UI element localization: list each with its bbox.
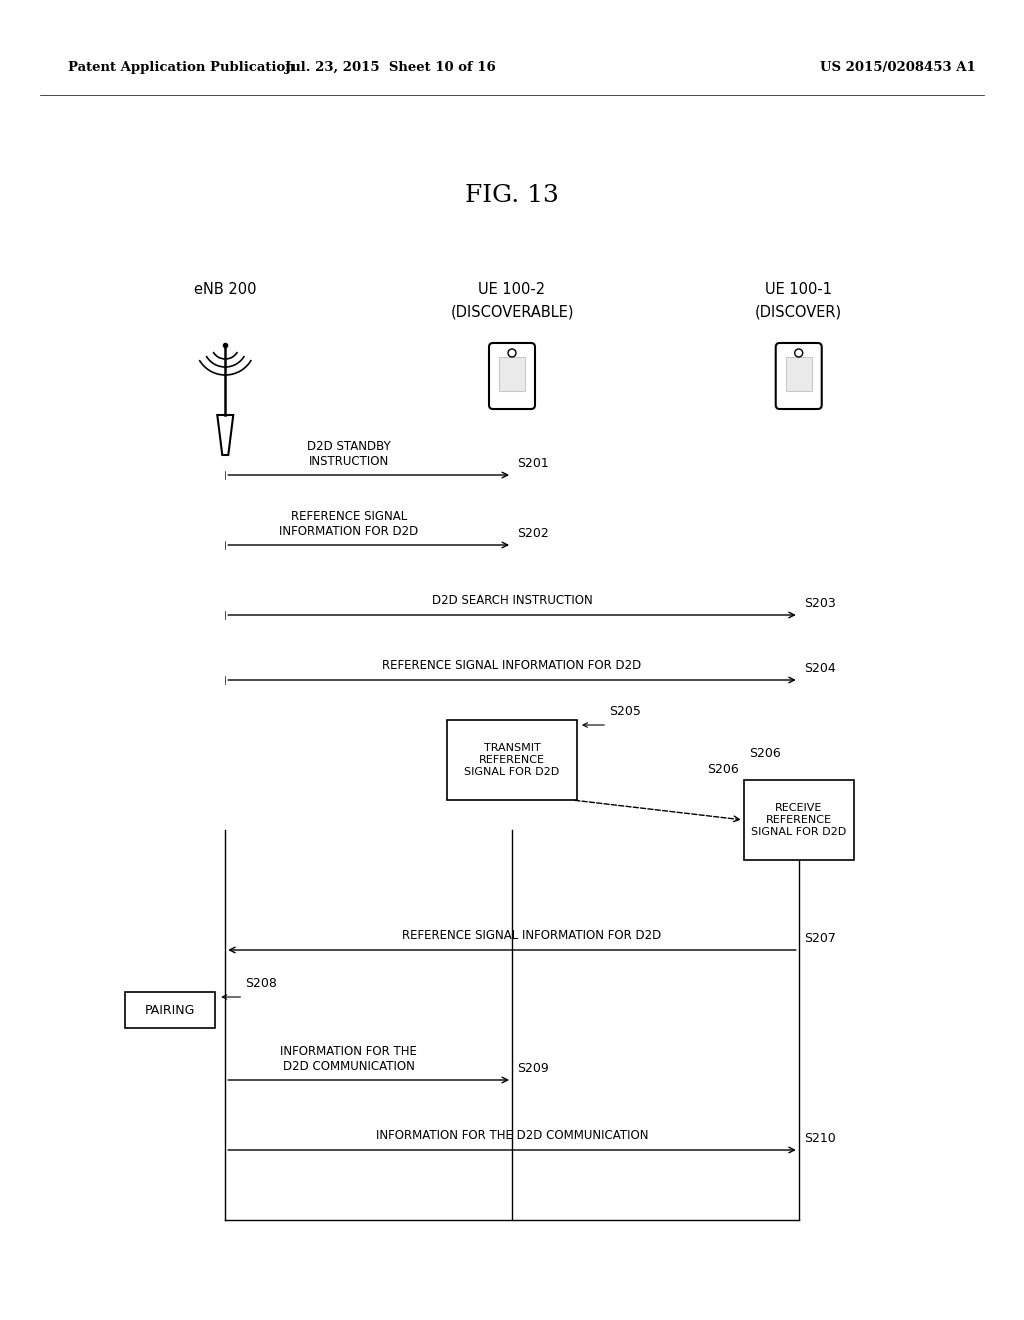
Text: D2D COMMUNICATION: D2D COMMUNICATION <box>283 1060 415 1073</box>
Text: S203: S203 <box>804 597 836 610</box>
Text: S206: S206 <box>707 763 738 776</box>
Bar <box>499 356 525 391</box>
Bar <box>743 780 854 861</box>
Text: S204: S204 <box>804 663 836 675</box>
Text: UE 100-2: UE 100-2 <box>478 282 546 297</box>
Text: INFORMATION FOR THE D2D COMMUNICATION: INFORMATION FOR THE D2D COMMUNICATION <box>376 1129 648 1142</box>
Text: UE 100-1: UE 100-1 <box>765 282 833 297</box>
Text: REFERENCE SIGNAL INFORMATION FOR D2D: REFERENCE SIGNAL INFORMATION FOR D2D <box>402 929 662 942</box>
Text: S209: S209 <box>517 1063 549 1074</box>
Text: US 2015/0208453 A1: US 2015/0208453 A1 <box>820 62 976 74</box>
Text: INSTRUCTION: INSTRUCTION <box>308 455 389 469</box>
Text: RECEIVE
REFERENCE
SIGNAL FOR D2D: RECEIVE REFERENCE SIGNAL FOR D2D <box>751 804 847 837</box>
Text: S205: S205 <box>609 705 641 718</box>
Text: REFERENCE SIGNAL: REFERENCE SIGNAL <box>291 510 407 523</box>
Text: INFORMATION FOR THE: INFORMATION FOR THE <box>281 1045 417 1059</box>
Text: INFORMATION FOR D2D: INFORMATION FOR D2D <box>279 525 418 539</box>
Text: D2D SEARCH INSTRUCTION: D2D SEARCH INSTRUCTION <box>432 594 592 607</box>
Bar <box>785 356 812 391</box>
FancyBboxPatch shape <box>489 343 535 409</box>
Text: Patent Application Publication: Patent Application Publication <box>68 62 295 74</box>
Text: S210: S210 <box>804 1133 836 1144</box>
Text: S202: S202 <box>517 527 549 540</box>
Text: S207: S207 <box>804 932 836 945</box>
Text: Jul. 23, 2015  Sheet 10 of 16: Jul. 23, 2015 Sheet 10 of 16 <box>285 62 496 74</box>
Text: S201: S201 <box>517 457 549 470</box>
Text: S208: S208 <box>246 977 278 990</box>
Text: eNB 200: eNB 200 <box>194 282 257 297</box>
Text: TRANSMIT
REFERENCE
SIGNAL FOR D2D: TRANSMIT REFERENCE SIGNAL FOR D2D <box>464 743 560 776</box>
Text: FIG. 13: FIG. 13 <box>465 183 559 206</box>
Text: PAIRING: PAIRING <box>145 1003 196 1016</box>
Text: D2D STANDBY: D2D STANDBY <box>307 440 390 453</box>
Bar <box>447 719 577 800</box>
Text: (DISCOVER): (DISCOVER) <box>755 305 843 319</box>
Text: S206: S206 <box>749 747 780 760</box>
Bar <box>125 993 215 1028</box>
Text: (DISCOVERABLE): (DISCOVERABLE) <box>451 305 573 319</box>
FancyBboxPatch shape <box>776 343 821 409</box>
Polygon shape <box>217 414 233 455</box>
Text: REFERENCE SIGNAL INFORMATION FOR D2D: REFERENCE SIGNAL INFORMATION FOR D2D <box>382 659 642 672</box>
